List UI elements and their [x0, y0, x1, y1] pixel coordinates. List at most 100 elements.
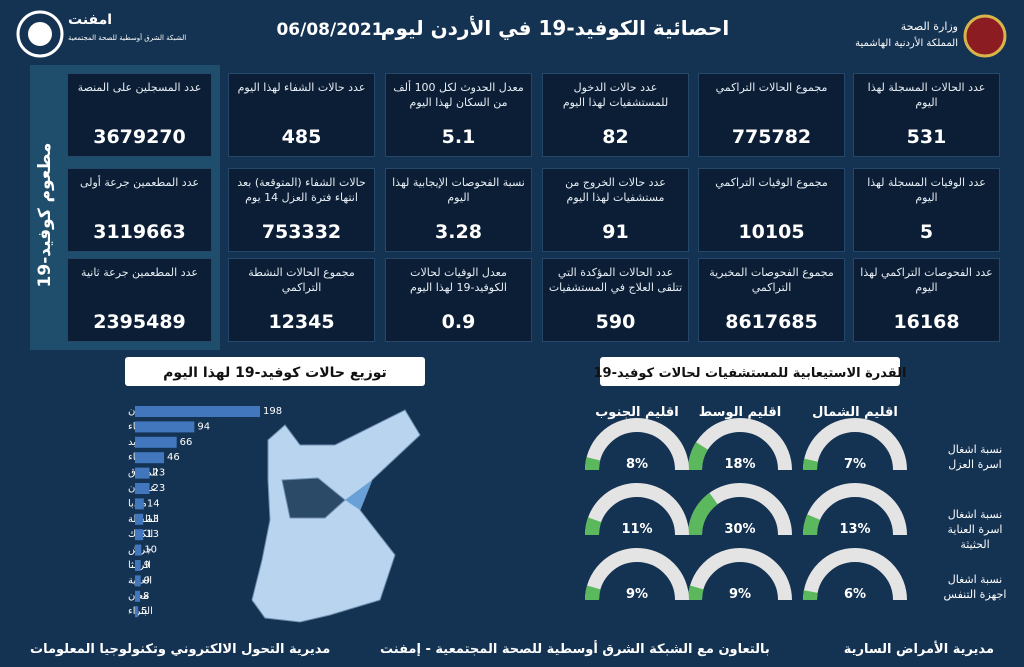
logo-subtitle: الشبكة الشرق أوسطية للصحة المجتمعية: [68, 33, 186, 42]
gauge-track: [585, 418, 689, 471]
logo-icon: [16, 10, 64, 58]
bar-value: 23: [153, 483, 166, 494]
stat-label: معدل الوفيات لحالات الكوفيد-19 لهذا اليو…: [410, 266, 507, 294]
ministry-emblem: [963, 14, 1007, 58]
bar: [135, 483, 150, 494]
stat-value: 8617685: [725, 311, 818, 333]
stat-value: 0.9: [441, 311, 476, 333]
row-label: نسبة اشغال اسرة العناية الحثيثة: [947, 508, 1003, 551]
gauge-track: [803, 418, 907, 471]
bar: [135, 406, 260, 417]
bar-value: 5: [141, 606, 147, 617]
gauge-value: 7%: [844, 457, 866, 472]
stat-value: 5: [919, 221, 934, 243]
stat-card: عدد الحالات المؤكدة التي تتلقى العلاج في…: [542, 258, 689, 342]
gauge-track: [803, 548, 907, 601]
stat-label: عدد الفحوصات التراكمي لهذا اليوم: [860, 266, 993, 294]
stat-value: 753332: [261, 221, 342, 243]
gauge-title: القدرة الاستيعابية للمستشفيات لحالات كوف…: [594, 366, 907, 381]
stat-card: عدد حالات الدخول للمستشفيات لهذا اليوم 82: [542, 73, 689, 157]
stat-value: 3119663: [93, 221, 186, 243]
stat-label: عدد الوفيات المسجلة لهذا اليوم: [867, 176, 986, 204]
bar-value: 10: [144, 545, 157, 556]
bar: [135, 529, 144, 541]
bar-label: الطفيلة: [128, 514, 159, 525]
stat-value: 91: [602, 221, 629, 243]
gauge-fill: [803, 514, 821, 536]
stat-value: 5.1: [441, 126, 476, 148]
stat-card: مجموع الوفيات التراكمي 10105: [698, 168, 845, 252]
gauge-value: 11%: [621, 522, 652, 537]
bar-value: 14: [147, 498, 160, 509]
jordan-map: [251, 409, 421, 623]
bar-label: البتراء: [128, 606, 153, 617]
region-header: اقليم الوسط: [699, 405, 782, 420]
stat-card: عدد المطعمين جرعة أولى 3119663: [67, 168, 212, 252]
stat-card: عدد الفحوصات التراكمي لهذا اليوم 16168: [853, 258, 1000, 342]
gauge-value: 8%: [626, 457, 648, 472]
stat-card: نسبة الفحوصات الإيجابية لهذا اليوم 3.28: [385, 168, 532, 252]
bar: [135, 513, 144, 525]
stat-label: حالات الشفاء (المتوقعة) بعد انتهاء فترة …: [237, 176, 366, 204]
bar-value: 66: [180, 437, 193, 448]
logo-text: امفنت: [68, 12, 112, 28]
map-highlight: [345, 480, 372, 510]
stat-label: عدد حالات الشفاء لهذا اليوم: [237, 81, 366, 94]
row-label: نسبة اشغال اسرة العزل: [947, 443, 1003, 471]
stat-value: 2395489: [93, 311, 186, 333]
stat-label: عدد المطعمين جرعة أولى: [79, 176, 200, 189]
logo-icon: [28, 22, 52, 46]
bar-value: 9: [144, 575, 150, 586]
bar-value: 198: [263, 406, 282, 417]
bar: [135, 436, 177, 448]
stat-value: 3.28: [435, 221, 482, 243]
region-header: اقليم الشمال: [812, 405, 898, 420]
stat-card: عدد المسجلين على المنصة 3679270: [67, 73, 212, 157]
gauge-title-box: [600, 357, 900, 386]
stat-card: عدد المطعمين جرعة ثانية 2395489: [67, 258, 212, 342]
vaccine-title: مطعوم كوفيد-19: [35, 143, 55, 288]
row-label: نسبة اشغال اجهزة التنفس: [943, 573, 1007, 601]
bar-title-box: [125, 357, 425, 386]
footer-right: مديرية الأمراض السارية: [843, 642, 994, 657]
stat-value: 10105: [738, 221, 805, 243]
stat-value: 590: [595, 311, 636, 333]
stat-value: 16168: [893, 311, 960, 333]
stat-card: حالات الشفاء (المتوقعة) بعد انتهاء فترة …: [228, 168, 375, 252]
gauge-fill: [585, 457, 601, 471]
gauge-fill: [803, 458, 818, 471]
footer-left: مديرية التحول الالكتروني وتكنولوجيا المع…: [30, 642, 331, 657]
bar-value: 13: [146, 529, 159, 540]
stat-label: مجموع الوفيات التراكمي: [715, 176, 828, 189]
gauge-value: 6%: [844, 587, 866, 602]
stat-label: نسبة الفحوصات الإيجابية لهذا اليوم: [392, 176, 525, 204]
bar: [135, 544, 142, 556]
gauge-value: 18%: [724, 457, 755, 472]
gauge-track: [585, 548, 689, 601]
stat-card: مجموع الفحوصات المخبرية التراكمي 8617685: [698, 258, 845, 342]
gauge-fill: [585, 517, 602, 536]
stat-card: مجموع الحالات النشطة التراكمي 12345: [228, 258, 375, 342]
bar-value: 13: [146, 514, 159, 525]
stat-label: عدد الحالات المسجلة لهذا اليوم: [867, 81, 986, 109]
kingdom: المملكة الأردنية الهاشمية: [855, 36, 958, 49]
gauge-track: [585, 483, 689, 536]
stat-card: عدد الوفيات المسجلة لهذا اليوم 5: [853, 168, 1000, 252]
stat-label: عدد حالات الخروج من مستشفيات لهذا اليوم: [565, 176, 666, 204]
gauge-fill: [688, 442, 709, 471]
gauge-fill: [688, 585, 704, 601]
bar-value: 23: [153, 468, 166, 479]
date: 06/08/2021: [276, 20, 383, 40]
stat-value: 531: [906, 126, 947, 148]
bar: [135, 606, 139, 618]
gauge-value: 9%: [729, 587, 751, 602]
stat-value: 3679270: [93, 126, 186, 148]
stat-value: 485: [281, 126, 322, 148]
stat-label: مجموع الحالات التراكمي: [715, 81, 828, 94]
map-highlight: [281, 477, 346, 519]
gauge-fill: [688, 492, 718, 536]
bar: [135, 467, 150, 479]
stat-label: عدد الحالات المؤكدة التي تتلقى العلاج في…: [548, 266, 683, 294]
stat-label: معدل الحدوث لكل 100 ألف من السكان لهذا ا…: [393, 81, 524, 109]
